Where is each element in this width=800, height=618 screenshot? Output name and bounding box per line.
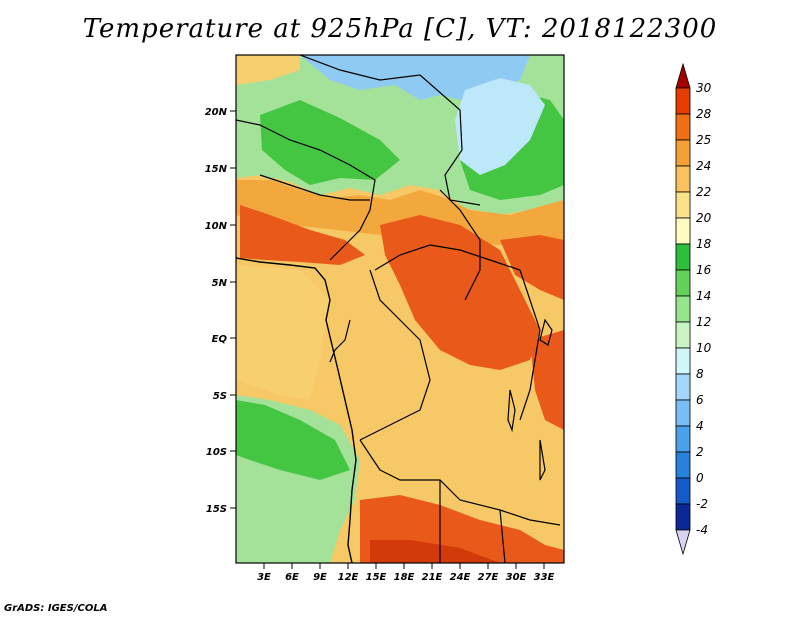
colorbar-bin xyxy=(675,425,691,453)
colorbar-label: 30 xyxy=(696,81,712,95)
lat-label: 20N xyxy=(205,107,228,118)
country-boundaries xyxy=(236,55,561,563)
colorbar-bin xyxy=(675,321,691,349)
longitude-axis: 3E 6E 9E 12E 15E 18E 21E 24E 27E 30E 33E xyxy=(257,563,555,583)
colorbar-arrow-bottom xyxy=(675,529,691,556)
lake-victoria xyxy=(539,318,553,346)
colorbar-bin xyxy=(675,269,691,297)
colorbar-label: 24 xyxy=(696,159,711,173)
lon-label: 33E xyxy=(534,572,555,583)
field-hottest-south xyxy=(370,540,500,563)
colorbar-bin xyxy=(675,347,691,375)
lon-label: 27E xyxy=(478,572,499,583)
lat-label: 15S xyxy=(206,504,227,515)
lon-label: 3E xyxy=(257,572,271,583)
lake-malawi xyxy=(539,439,546,481)
lon-label: 9E xyxy=(313,572,327,583)
field-nw-corner xyxy=(236,55,300,85)
colorbar-label: 10 xyxy=(696,341,712,355)
colorbar-bin xyxy=(675,399,691,427)
lat-label: 5S xyxy=(213,391,227,402)
colorbar-bin xyxy=(675,477,691,505)
boundary-libya-chad xyxy=(299,55,481,206)
colorbar-bin xyxy=(675,295,691,323)
colorbar-label: 28 xyxy=(696,107,712,121)
colorbar-label: 2 xyxy=(696,445,704,459)
footer-credit: GrADS: IGES/COLA xyxy=(4,603,108,614)
boundary-east-africa xyxy=(519,269,541,421)
boundary-angola-zambia xyxy=(359,439,561,526)
boundary-car xyxy=(374,244,521,271)
colorbar-bin xyxy=(675,373,691,401)
lon-label: 6E xyxy=(285,572,299,583)
field-hot-west xyxy=(240,205,365,265)
lat-label: 15N xyxy=(205,164,228,175)
colorbar-bin xyxy=(675,139,691,167)
colorbar-bin xyxy=(675,87,691,115)
colorbar-label: 18 xyxy=(696,237,712,251)
colorbar-bin xyxy=(675,165,691,193)
field-hot-east xyxy=(500,235,564,300)
lon-label: 30E xyxy=(506,572,527,583)
boundary-congo-drc xyxy=(359,269,431,441)
chart-title: Temperature at 925hPa [C], VT: 201812230… xyxy=(82,14,718,44)
colorbar-bin xyxy=(675,243,691,271)
lat-label: 5N xyxy=(212,278,228,289)
lat-label: 10S xyxy=(206,447,227,458)
lat-label: 10N xyxy=(205,221,228,232)
colorbar-label: 4 xyxy=(696,419,704,433)
lon-label: 12E xyxy=(338,572,359,583)
colorbar-label: -2 xyxy=(696,497,708,511)
lake-tanganyika xyxy=(507,389,516,433)
coastline xyxy=(235,257,357,564)
boundary-gabon xyxy=(329,319,351,363)
lon-label: 15E xyxy=(366,572,387,583)
colorbar-arrow-top xyxy=(675,62,691,89)
lon-label: 24E xyxy=(450,572,471,583)
boundary-niger-nigeria xyxy=(236,119,376,261)
field-ocean-green xyxy=(236,400,350,480)
colorbar-label: 14 xyxy=(696,289,711,303)
colorbar-label: -4 xyxy=(696,523,708,537)
boundary-sudan xyxy=(439,189,481,301)
boundary-zimbabwe xyxy=(499,509,506,563)
temperature-field xyxy=(236,55,564,563)
field-sahara-light-blue xyxy=(455,78,545,175)
colorbar-bin xyxy=(675,191,691,219)
colorbar-label: 0 xyxy=(696,471,704,485)
map-frame xyxy=(235,54,565,564)
colorbar-label: 12 xyxy=(696,315,711,329)
lon-label: 21E xyxy=(422,572,443,583)
colorbar-label: 6 xyxy=(696,393,704,407)
latitude-axis: 20N 15N 10N 5N EQ 5S 10S 15S xyxy=(205,107,236,515)
colorbar-label: 20 xyxy=(696,211,712,225)
lon-label: 18E xyxy=(394,572,415,583)
field-ocean-yellow xyxy=(236,265,330,400)
field-sahel-warm xyxy=(236,180,564,245)
field-sahara-green-west xyxy=(260,100,400,185)
colorbar-label: 8 xyxy=(696,367,704,381)
lat-label: EQ xyxy=(212,334,228,345)
colorbar-label: 16 xyxy=(696,263,712,277)
colorbar-bin xyxy=(675,217,691,245)
field-hot-lakes xyxy=(530,330,564,430)
colorbar-bin xyxy=(675,451,691,479)
colorbar-label: 22 xyxy=(696,185,711,199)
colorbar-bin xyxy=(675,503,691,531)
colorbar-bin xyxy=(675,113,691,141)
boundary-sahel xyxy=(259,174,370,201)
colorbar-label: 25 xyxy=(696,133,711,147)
field-hot-central xyxy=(380,215,540,370)
